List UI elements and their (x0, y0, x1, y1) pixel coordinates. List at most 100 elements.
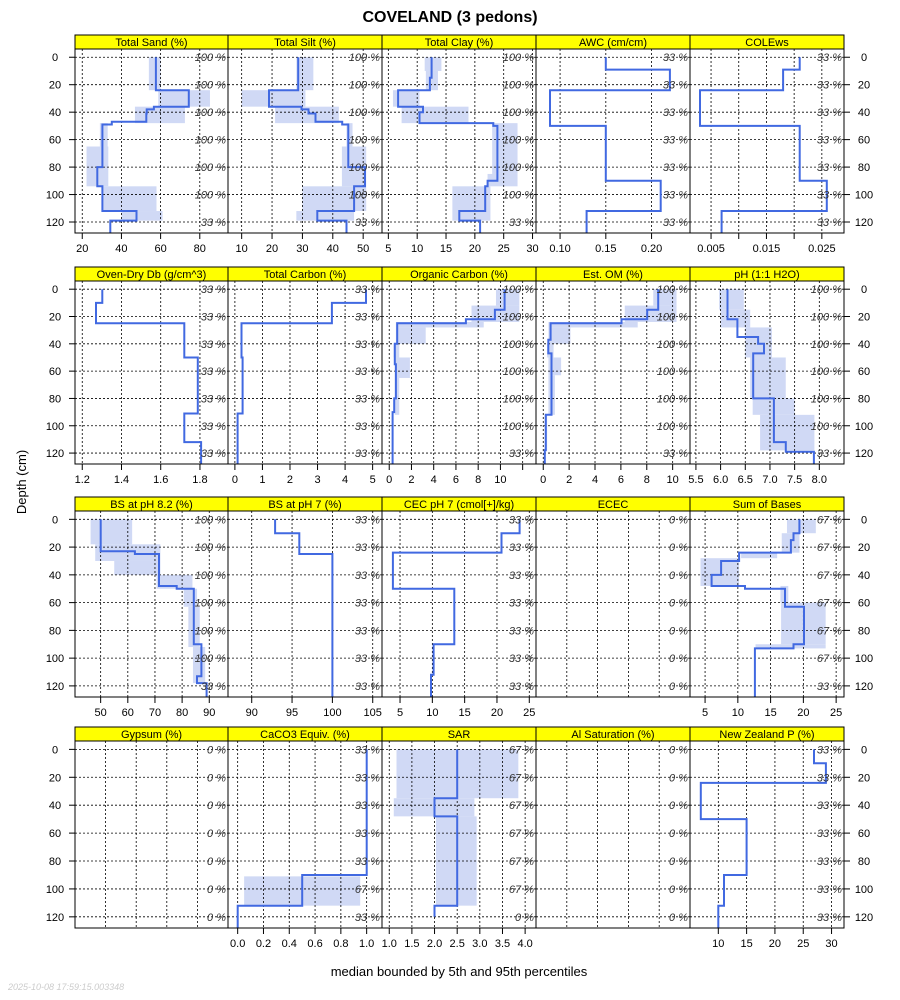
x-tick-label: 0.4 (282, 938, 297, 950)
x-tick-label: 5.5 (688, 474, 703, 486)
data-coverage-label: 100 % (811, 421, 842, 433)
data-coverage-label: 67 % (509, 828, 534, 840)
data-coverage-label: 0 % (207, 800, 226, 812)
x-tick-label: 30 (825, 938, 837, 950)
panel: CaCO3 Equiv. (%) 33 % 33 % 33 % 33 % 33 % 67 %… (227, 726, 383, 950)
data-coverage-label: 33 % (663, 448, 688, 460)
panel-title: COLEws (745, 37, 789, 49)
depth-tick-label: 100 (46, 190, 64, 202)
data-coverage-label: 100 % (657, 312, 688, 324)
x-tick-label: 20 (797, 707, 809, 719)
panel: Total Silt (%) 100 % 100 % 100 % 100 % 100 % 1… (227, 34, 383, 255)
data-coverage-label: 100 % (503, 421, 534, 433)
depth-tick-label: 100 (855, 421, 873, 433)
data-coverage-label: 33 % (355, 448, 380, 460)
median-line (391, 289, 506, 464)
x-tick-label: 20 (491, 707, 503, 719)
x-tick-label: 70 (149, 707, 161, 719)
data-coverage-label: 0 % (207, 912, 226, 924)
data-coverage-label: 100 % (811, 284, 842, 296)
data-coverage-label: 100 % (503, 107, 534, 119)
percentile-band (121, 211, 163, 221)
percentile-band (394, 357, 410, 378)
depth-tick-label: 40 (49, 107, 61, 119)
data-coverage-label: 33 % (817, 744, 842, 756)
x-tick-label: 2.5 (450, 938, 465, 950)
panel-title: Total Clay (%) (425, 37, 493, 49)
x-tick-label: 25 (498, 243, 510, 255)
percentile-band (394, 377, 400, 415)
panel-title: BS at pH 7 (%) (268, 499, 341, 511)
panel: Total Clay (%) 100 % 100 % 100 % 100 % 100 % 1… (381, 34, 539, 255)
data-coverage-label: 33 % (817, 800, 842, 812)
x-tick-label: 25 (797, 938, 809, 950)
data-coverage-label: 100 % (349, 80, 380, 92)
data-coverage-label: 67 % (817, 570, 842, 582)
data-coverage-label: 0 % (669, 625, 688, 637)
panel: BS at pH 7 (%) 33 % 33 % 33 % 33 % 33 % 33 % 33… (227, 496, 383, 719)
x-tick-label: 105 (364, 707, 382, 719)
data-coverage-label: 67 % (509, 800, 534, 812)
x-tick-label: 15 (740, 938, 752, 950)
median-line (397, 57, 499, 233)
data-coverage-label: 67 % (509, 744, 534, 756)
x-tick-label: 60 (154, 243, 166, 255)
x-tick-label: 2 (408, 474, 414, 486)
data-coverage-label: 0 % (669, 772, 688, 784)
x-tick-label: 15 (764, 707, 776, 719)
data-coverage-label: 0 % (669, 598, 688, 610)
data-coverage-label: 33 % (355, 339, 380, 351)
data-coverage-label: 100 % (195, 542, 226, 554)
depth-tick-label: 60 (858, 828, 870, 840)
data-coverage-label: 100 % (657, 284, 688, 296)
data-coverage-label: 100 % (811, 366, 842, 378)
data-coverage-label: 100 % (657, 421, 688, 433)
data-coverage-label: 100 % (195, 570, 226, 582)
data-coverage-label: 0 % (669, 681, 688, 693)
percentile-band (624, 305, 677, 322)
panel: Total Sand (%) 100 % 100 % 100 % 100 % 100 % 1… (46, 34, 229, 255)
panel: pH (1:1 H2O) 100 % 100 % 100 % 100 % 100 % 100… (688, 266, 873, 486)
x-tick-label: 40 (115, 243, 127, 255)
data-coverage-label: 33 % (355, 828, 380, 840)
panel: ECEC 0 % 0 % 0 % 0 % 0 % 0 % 0 % (535, 496, 691, 698)
data-coverage-label: 100 % (195, 107, 226, 119)
median-line (699, 749, 827, 928)
x-tick-label: 8.0 (812, 474, 827, 486)
data-coverage-label: 0 % (669, 514, 688, 526)
data-coverage-label: 100 % (503, 312, 534, 324)
data-coverage-label: 33 % (509, 542, 534, 554)
data-coverage-label: 33 % (355, 625, 380, 637)
panel: BS at pH 8.2 (%)100 %100 %100 %100 %100 … (46, 496, 229, 719)
panel: Organic Carbon (%) 100 % 100 % 100 % 100 % 10… (381, 266, 537, 486)
percentile-band (99, 123, 108, 147)
panel-title: CEC pH 7 (cmol[+]/kg) (404, 499, 514, 511)
data-coverage-label: 100 % (195, 598, 226, 610)
panel: Oven-Dry Db (g/cm^3) 33 % 33 % 33 % 33 % 33 %… (46, 266, 229, 486)
x-tick-label: 0.8 (333, 938, 348, 950)
median-line (433, 749, 459, 917)
data-coverage-label: 33 % (817, 681, 842, 693)
data-coverage-label: 100 % (349, 135, 380, 147)
x-tick-label: 50 (95, 707, 107, 719)
x-tick-label: 20 (469, 243, 481, 255)
x-tick-label: 20 (769, 938, 781, 950)
data-coverage-label: 33 % (201, 284, 226, 296)
panel-title: ECEC (598, 499, 629, 511)
panel: SAR 67 % 67 % 67 % 67 % 67 % 67 % 0 % 1.0 1.5 2.0 2… (381, 726, 537, 950)
x-tick-label: 30 (526, 243, 538, 255)
x-tick-label: 30 (296, 243, 308, 255)
data-coverage-label: 100 % (657, 339, 688, 351)
data-coverage-label: 100 % (195, 653, 226, 665)
depth-tick-label: 60 (858, 366, 870, 378)
panel-title: CaCO3 Equiv. (%) (260, 729, 350, 741)
panel-frame (689, 510, 845, 698)
panel-title: Oven-Dry Db (g/cm^3) (97, 269, 207, 281)
percentile-band (148, 57, 161, 91)
depth-tick-label: 80 (49, 856, 61, 868)
x-tick-label: 0 (540, 474, 546, 486)
depth-tick-label: 80 (858, 393, 870, 405)
x-tick-label: 10 (411, 243, 423, 255)
median-line (236, 289, 367, 464)
x-tick-label: 0.005 (697, 243, 725, 255)
